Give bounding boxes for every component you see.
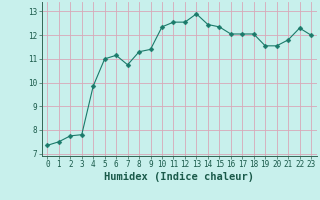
X-axis label: Humidex (Indice chaleur): Humidex (Indice chaleur) [104, 172, 254, 182]
